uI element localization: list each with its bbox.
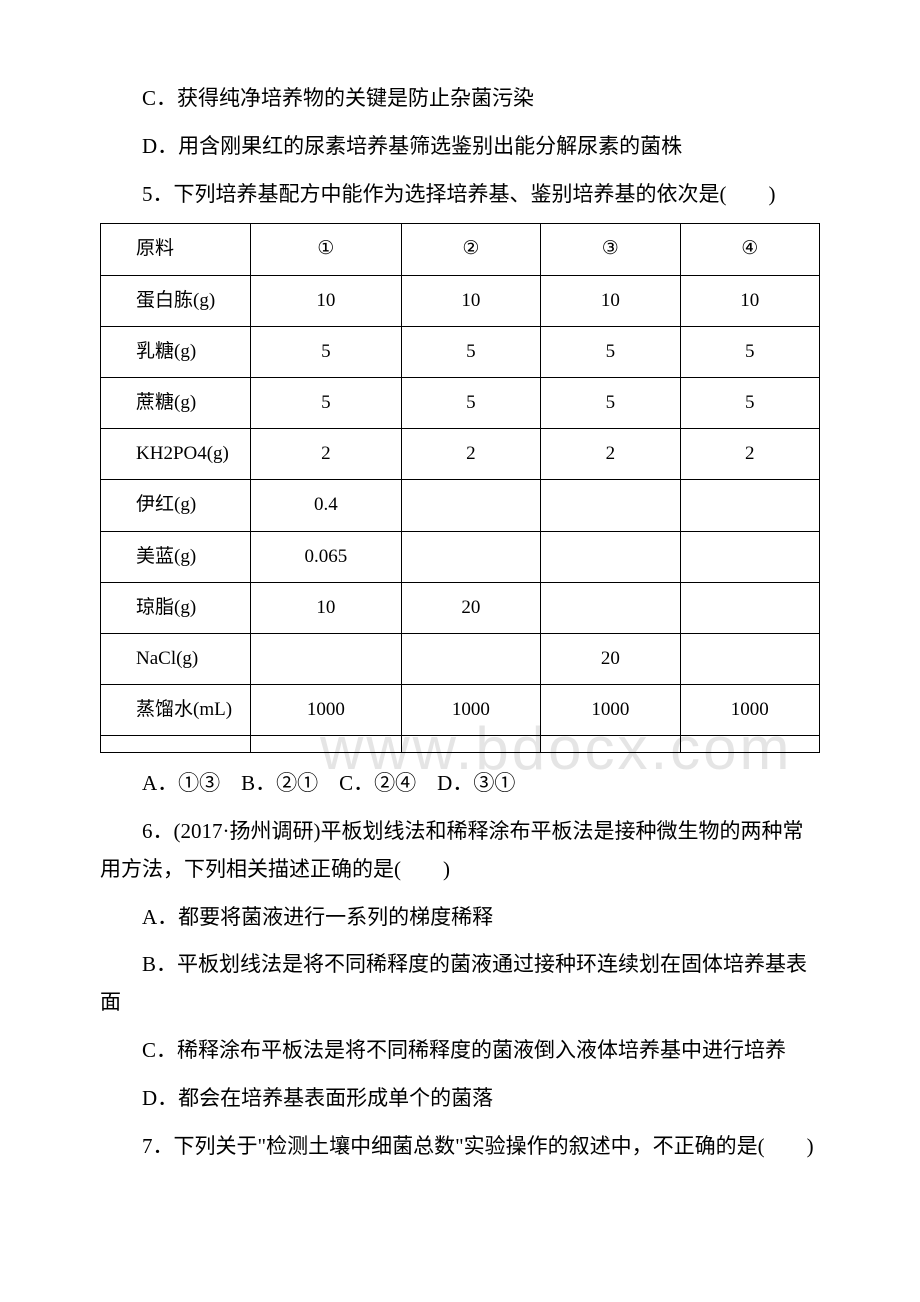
- table-cell: 蔗糖(g): [101, 377, 251, 428]
- table-header-cell: ①: [251, 224, 402, 275]
- table-cell: 1000: [401, 685, 540, 736]
- q5-stem: 5．下列培养基配方中能作为选择培养基、鉴别培养基的依次是( ): [100, 176, 820, 214]
- table-row: 乳糖(g)5555: [101, 326, 820, 377]
- q4-option-d: D．用含刚果红的尿素培养基筛选鉴别出能分解尿素的菌株: [100, 128, 820, 166]
- table-header-cell: ③: [541, 224, 680, 275]
- table-row: 蒸馏水(mL)1000100010001000: [101, 685, 820, 736]
- table-cell: [680, 633, 819, 684]
- table-cell: [541, 480, 680, 531]
- table-cell: 5: [680, 377, 819, 428]
- table-cell: [401, 531, 540, 582]
- table-cell: 2: [680, 429, 819, 480]
- table-cell: 5: [251, 326, 402, 377]
- q6-stem: 6．(2017·扬州调研)平板划线法和稀释涂布平板法是接种微生物的两种常用方法，…: [100, 813, 820, 889]
- table-cell: 10: [251, 275, 402, 326]
- table-header-cell: 原料: [101, 224, 251, 275]
- table-cell: [541, 531, 680, 582]
- q7-stem: 7．下列关于"检测土壤中细菌总数"实验操作的叙述中，不正确的是( ): [100, 1128, 820, 1166]
- table-cell: 10: [680, 275, 819, 326]
- table-cell: 20: [541, 633, 680, 684]
- table-cell: 10: [401, 275, 540, 326]
- table-row: 琼脂(g)1020: [101, 582, 820, 633]
- table-cell: 1000: [680, 685, 819, 736]
- table-row: 蔗糖(g)5555: [101, 377, 820, 428]
- table-cell: [680, 531, 819, 582]
- table-row: 蛋白胨(g)10101010: [101, 275, 820, 326]
- table-row: 美蓝(g)0.065: [101, 531, 820, 582]
- table-cell: 1000: [251, 685, 402, 736]
- table-cell: 美蓝(g): [101, 531, 251, 582]
- table-row: [101, 736, 820, 753]
- table-cell: 10: [251, 582, 402, 633]
- table-row: NaCl(g) 20: [101, 633, 820, 684]
- table-cell: 乳糖(g): [101, 326, 251, 377]
- q6-option-b: B．平板划线法是将不同稀释度的菌液通过接种环连续划在固体培养基表面: [100, 946, 820, 1022]
- table-row: 伊红(g)0.4: [101, 480, 820, 531]
- table-cell: 5: [401, 377, 540, 428]
- table-cell: 2: [541, 429, 680, 480]
- table-cell: [401, 633, 540, 684]
- table-header-cell: ④: [680, 224, 819, 275]
- table-cell: 5: [680, 326, 819, 377]
- table-cell: [401, 480, 540, 531]
- table-cell: NaCl(g): [101, 633, 251, 684]
- table-row: 原料①②③④: [101, 224, 820, 275]
- table-cell: 2: [401, 429, 540, 480]
- table-cell: 琼脂(g): [101, 582, 251, 633]
- table-cell: [541, 582, 680, 633]
- table-cell: 10: [541, 275, 680, 326]
- table-row: KH2PO4(g)2222: [101, 429, 820, 480]
- table-cell: 0.4: [251, 480, 402, 531]
- table-header-cell: ②: [401, 224, 540, 275]
- table-cell: 蛋白胨(g): [101, 275, 251, 326]
- table-cell: 5: [541, 377, 680, 428]
- q5-options: A．①③ B．②① C．②④ D．③①: [100, 765, 820, 803]
- page-container: www.bdocx.com C．获得纯净培养物的关键是防止杂菌污染 D．用含刚果…: [100, 80, 820, 1165]
- table-cell: [251, 633, 402, 684]
- table-cell: 5: [401, 326, 540, 377]
- table-cell: [680, 736, 819, 753]
- q6-option-d: D．都会在培养基表面形成单个的菌落: [100, 1080, 820, 1118]
- table-cell: 伊红(g): [101, 480, 251, 531]
- table-cell: [680, 582, 819, 633]
- table-cell: [251, 736, 402, 753]
- table-cell: [401, 736, 540, 753]
- q6-option-a: A．都要将菌液进行一系列的梯度稀释: [100, 899, 820, 937]
- table-cell: 1000: [541, 685, 680, 736]
- table-cell: 5: [541, 326, 680, 377]
- table-cell: [101, 736, 251, 753]
- q6-option-c: C．稀释涂布平板法是将不同稀释度的菌液倒入液体培养基中进行培养: [100, 1032, 820, 1070]
- document-content: C．获得纯净培养物的关键是防止杂菌污染 D．用含刚果红的尿素培养基筛选鉴别出能分…: [100, 80, 820, 1165]
- q5-table: 原料①②③④蛋白胨(g)10101010乳糖(g)5555蔗糖(g)5555KH…: [100, 223, 820, 753]
- table-cell: 蒸馏水(mL): [101, 685, 251, 736]
- table-cell: 5: [251, 377, 402, 428]
- table-cell: [680, 480, 819, 531]
- table-cell: 2: [251, 429, 402, 480]
- q5-table-body: 原料①②③④蛋白胨(g)10101010乳糖(g)5555蔗糖(g)5555KH…: [101, 224, 820, 753]
- table-cell: KH2PO4(g): [101, 429, 251, 480]
- table-cell: 20: [401, 582, 540, 633]
- table-cell: 0.065: [251, 531, 402, 582]
- table-cell: [541, 736, 680, 753]
- q4-option-c: C．获得纯净培养物的关键是防止杂菌污染: [100, 80, 820, 118]
